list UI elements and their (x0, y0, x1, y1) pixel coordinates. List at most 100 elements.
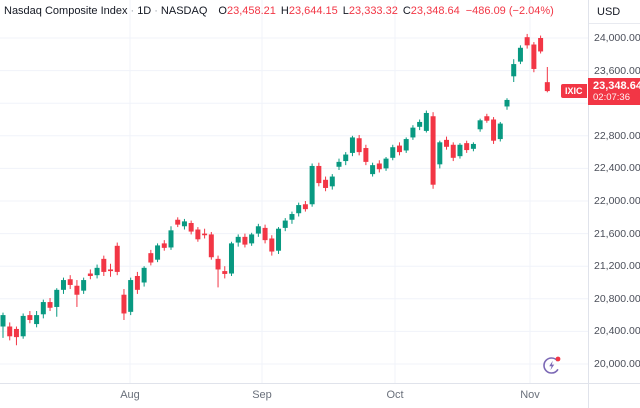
candle-body (235, 236, 241, 243)
candle-body (54, 289, 60, 307)
candle-body (329, 176, 335, 187)
chart-pane[interactable]: Nasdaq Composite Index · 1D · NASDAQ O23,458.… (0, 0, 588, 383)
candle-body (195, 229, 201, 240)
low-label: L (342, 5, 349, 17)
candle-body (477, 120, 483, 130)
candle-body (27, 315, 33, 320)
candle-body (155, 245, 161, 260)
candle-body (403, 139, 409, 151)
candle-body (396, 145, 402, 153)
candle-body (504, 99, 510, 107)
candle-body (343, 154, 349, 162)
candle-body (376, 163, 382, 170)
interval-label[interactable]: 1D (137, 5, 152, 17)
candle-body (269, 238, 275, 252)
candle-body (383, 158, 389, 169)
candle-body (114, 245, 120, 272)
axis-corner (588, 384, 640, 408)
candle-body (34, 315, 40, 325)
exchange-label[interactable]: NASDAQ (160, 5, 208, 17)
candle-body (497, 123, 503, 140)
candle-body (450, 144, 456, 158)
time-tick-label: Nov (520, 389, 540, 401)
candle-body (423, 112, 429, 131)
open-label: O (218, 5, 227, 17)
price-tick-label: 24,000.00 (594, 32, 640, 44)
candle-body (349, 137, 355, 153)
candle-body (67, 279, 73, 285)
price-tick-label: 20,800.00 (594, 292, 640, 305)
lightning-events-button[interactable] (541, 354, 563, 376)
candle-body (215, 258, 221, 270)
time-tick-label: Oct (386, 389, 404, 401)
candle-body (242, 236, 248, 245)
candle-body (296, 205, 302, 214)
candle-body (531, 44, 537, 69)
symbol-title[interactable]: Nasdaq Composite Index (4, 5, 128, 17)
events-circle (543, 357, 560, 374)
candle-body (255, 226, 261, 234)
candle-body (20, 315, 26, 337)
candle-body (60, 280, 66, 290)
candle-body (491, 119, 497, 141)
candlestick-chart[interactable] (0, 0, 588, 383)
price-tick-label: 21,600.00 (594, 227, 640, 240)
candle-body (262, 227, 268, 241)
candle-body (121, 294, 127, 314)
low-value: 23,333.32 (348, 5, 398, 17)
candle-body (108, 269, 114, 272)
candle-body (141, 267, 147, 283)
change-value: −486.09 (−2.04%) (465, 5, 554, 17)
candle-body (309, 165, 315, 205)
chart-legend: Nasdaq Composite Index · 1D · NASDAQ O23,458.… (4, 5, 554, 17)
candle-body (484, 116, 490, 121)
candle-body (538, 38, 544, 52)
candle-body (7, 326, 13, 337)
price-tick-label: 20,000.00 (594, 358, 640, 370)
candle-body (175, 219, 181, 225)
candle-body (410, 127, 416, 138)
symbol-tag-ixic: IXIC (561, 84, 587, 99)
candle-body (81, 280, 87, 291)
candle-body (544, 82, 550, 92)
last-price-badge[interactable]: 23,348.64 02:07:36 (588, 78, 640, 106)
candle-body (444, 139, 450, 147)
bar-countdown-timer: 02:07:36 (593, 92, 630, 104)
candle-body (323, 179, 329, 188)
candle-body (13, 328, 19, 338)
candle-body (128, 280, 134, 312)
price-tick-label: 22,000.00 (594, 195, 640, 207)
legend-separator: · (130, 5, 135, 17)
price-tick-label: 21,200.00 (594, 260, 640, 273)
candle-body (417, 121, 423, 127)
candle-body (289, 214, 295, 220)
price-tick-label: 22,800.00 (594, 129, 640, 142)
candle-body (464, 143, 470, 151)
high-value: 23,644.15 (288, 5, 338, 17)
candle-body (457, 144, 463, 157)
candle-body (437, 142, 443, 165)
candle-body (370, 165, 376, 175)
candle-body (470, 143, 476, 149)
candle-body (134, 275, 140, 290)
time-axis[interactable]: Aug Sep Oct Nov (0, 383, 640, 408)
open-value: 23,458.21 (226, 5, 276, 17)
candle-body (181, 221, 187, 227)
price-tick-label: 22,400.00 (594, 162, 640, 175)
lightning-icon (543, 356, 561, 374)
candle-body (249, 234, 255, 244)
currency-label: USD (589, 0, 640, 24)
legend-separator-2: · (154, 5, 158, 17)
candle-body (40, 302, 46, 315)
candle-body (228, 243, 234, 274)
candle-body (161, 243, 167, 248)
candle-body (302, 204, 308, 210)
candle-body (208, 234, 214, 258)
price-axis[interactable]: USD 24,000.00 23,600.00 22,800.00 22,400.00… (588, 0, 640, 383)
candle-body (316, 165, 322, 184)
price-tick-label: 23,600.00 (594, 64, 640, 77)
candle-body (148, 253, 154, 263)
candle-body (276, 228, 282, 251)
candle-body (168, 230, 174, 248)
